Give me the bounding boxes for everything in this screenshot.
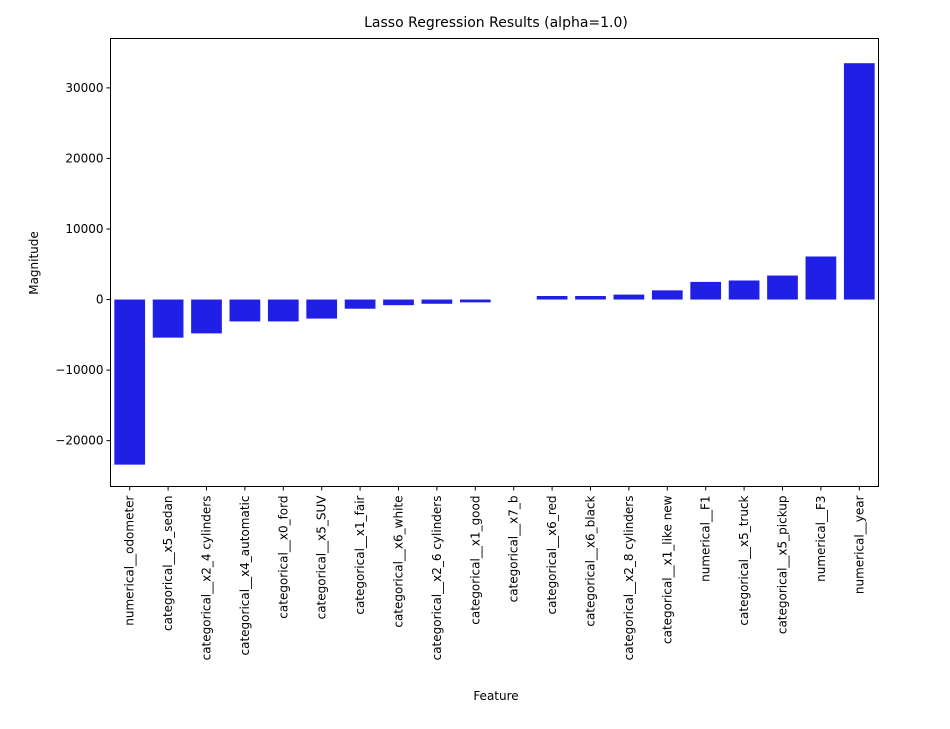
x-tick-label-4: categorical__x0_ford bbox=[276, 496, 290, 619]
plot-frame bbox=[110, 38, 879, 487]
x-tick-label-15: numerical__F1 bbox=[699, 496, 713, 582]
y-tick-label-0: −20000 bbox=[55, 434, 103, 448]
x-tick-label-9: categorical__x1_good bbox=[468, 496, 482, 625]
bar-19 bbox=[843, 63, 875, 300]
bar-15 bbox=[690, 281, 722, 300]
bar-1 bbox=[152, 299, 184, 338]
bar-16 bbox=[728, 280, 760, 300]
bar-8 bbox=[421, 299, 453, 304]
bar-11 bbox=[536, 296, 568, 300]
bar-14 bbox=[651, 290, 683, 300]
x-tick-label-0: numerical__odometer bbox=[123, 495, 137, 625]
bar-9 bbox=[459, 299, 491, 303]
bar-2 bbox=[191, 299, 222, 334]
bar-6 bbox=[344, 299, 376, 309]
y-tick-label-3: 10000 bbox=[65, 222, 103, 236]
y-axis-label: Magnitude bbox=[27, 231, 41, 295]
x-axis: numerical__odometer categorical__x5_sedan… bbox=[123, 486, 866, 661]
x-tick-label-11: categorical__x6_red bbox=[545, 496, 559, 615]
x-tick-label-16: categorical__x5_truck bbox=[737, 495, 751, 625]
x-tick-label-12: categorical__x6_black bbox=[584, 495, 598, 626]
bar-5 bbox=[306, 299, 338, 319]
x-axis-label: Feature bbox=[473, 689, 518, 703]
bar-4 bbox=[267, 299, 299, 322]
y-tick-label-1: −10000 bbox=[55, 363, 103, 377]
x-tick-label-3: categorical__x4_automatic bbox=[238, 496, 252, 656]
x-tick-label-17: categorical__x5_pickup bbox=[776, 496, 790, 635]
y-tick-label-2: 0 bbox=[96, 293, 104, 307]
bar-13 bbox=[613, 294, 645, 300]
bars-group bbox=[114, 63, 875, 465]
x-tick-label-7: categorical__x6_white bbox=[392, 496, 406, 628]
x-tick-label-13: categorical__x2_8 cylinders bbox=[622, 496, 636, 661]
x-tick-label-5: categorical__x5_SUV bbox=[315, 495, 329, 620]
x-tick-label-19: numerical__year bbox=[852, 495, 866, 594]
y-tick-label-4: 20000 bbox=[65, 151, 103, 165]
bar-17 bbox=[767, 275, 798, 300]
x-tick-label-10: categorical__x7_b bbox=[507, 496, 521, 603]
x-tick-label-1: categorical__x5_sedan bbox=[161, 496, 175, 632]
x-tick-label-14: categorical__x1_like new bbox=[660, 495, 674, 644]
bar-12 bbox=[575, 296, 606, 300]
x-tick-label-8: categorical__x2_6 cylinders bbox=[430, 496, 444, 661]
bar-7 bbox=[383, 299, 414, 306]
x-tick-label-2: categorical__x2_4 cylinders bbox=[200, 496, 214, 661]
x-tick-label-6: categorical__x1_fair bbox=[353, 495, 367, 614]
y-axis: −20000 −10000 0 10000 20000 30000 bbox=[55, 81, 111, 448]
chart-title: Lasso Regression Results (alpha=1.0) bbox=[364, 15, 628, 31]
x-tick-label-18: numerical__F3 bbox=[814, 496, 828, 582]
y-tick-label-5: 30000 bbox=[65, 81, 103, 95]
bar-0 bbox=[114, 299, 146, 465]
bar-3 bbox=[229, 299, 261, 322]
bar-18 bbox=[805, 256, 837, 300]
